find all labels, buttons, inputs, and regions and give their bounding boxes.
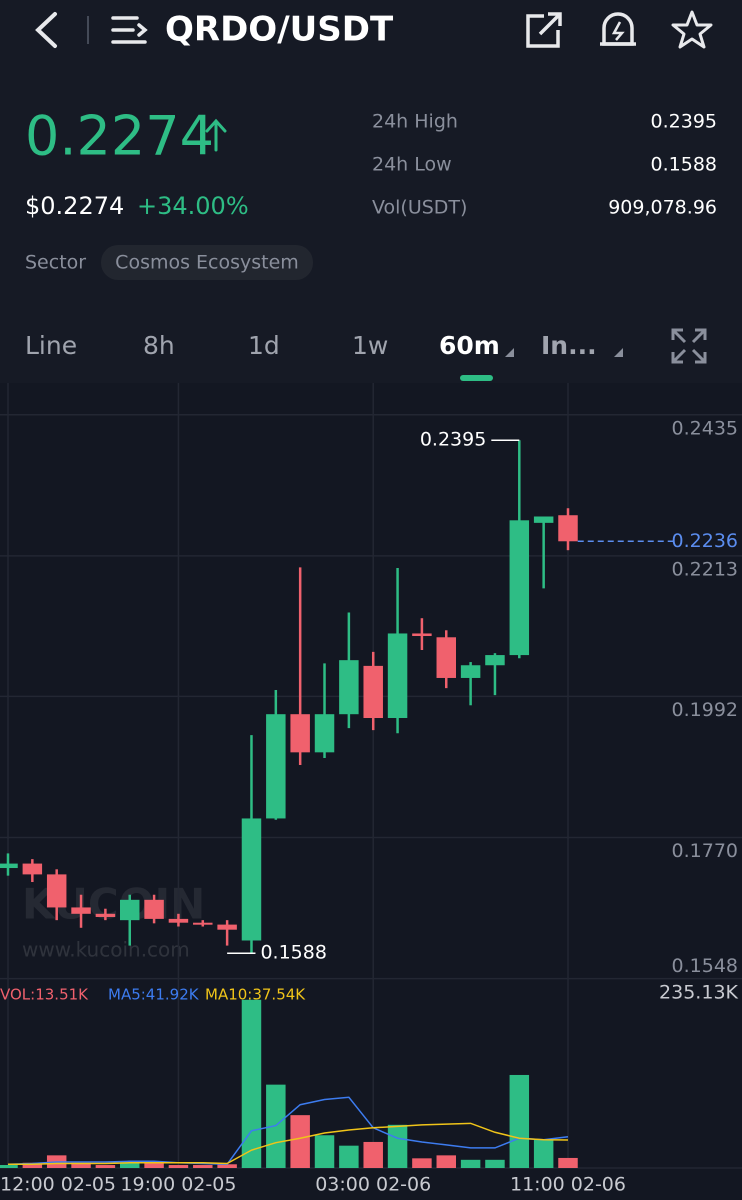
x-tick-label: 19:00 02-05 [120,1174,236,1196]
volume-bar [217,1164,237,1168]
candle-body [290,714,310,753]
favorite-icon[interactable] [671,10,713,49]
tab[interactable]: 1d [248,331,280,360]
candle-body [0,863,18,869]
stat-value: 0.2395 [651,111,717,133]
y-tick-label: 0.1770 [672,840,738,862]
y-tick-label: 0.1548 [672,955,738,977]
up-arrow [205,118,227,152]
stat-label: 24h High [372,111,458,133]
volume-bar [241,999,262,1168]
stat-value: 909,078.96 [608,197,717,219]
y-tick-label: 0.1992 [672,699,738,721]
candle-body [460,665,481,678]
volume-bar [412,1158,432,1168]
candle-body [485,655,505,666]
candle-body [71,907,91,914]
volume-bar [168,1165,189,1168]
menu-icon[interactable] [111,16,148,44]
header-bg [0,0,742,383]
high-label: 0.2395 [420,429,486,451]
ma5-line [7,1096,569,1166]
candle-body [144,899,164,919]
ma10-line [8,1122,569,1166]
volume-bar [558,1157,578,1168]
volume-bar [363,1141,383,1168]
tab[interactable]: In... [541,331,597,360]
volume-bar [95,1165,116,1168]
volume-bar [339,1145,359,1168]
legend-entry: MA10:37.54K [205,986,306,1004]
tab[interactable]: 1w [352,331,388,360]
y-tick-label: 0.2213 [672,558,738,580]
sector-name[interactable]: Cosmos Ecosystem [115,252,299,274]
alert-icon[interactable] [600,12,636,46]
candle-body [46,874,67,908]
volume-bar [436,1155,456,1168]
candle-body [387,633,408,719]
volume-bar [22,1162,43,1168]
pair-title: QRDO/USDT [165,10,394,50]
candle-body [339,660,359,715]
stat-label: 24h Low [372,154,452,176]
volume-bar [509,1074,530,1168]
x-tick-label: 03:00 02-06 [315,1174,431,1196]
fullscreen-icon[interactable] [671,328,707,364]
candle-body [241,818,262,941]
tab[interactable]: Line [25,331,77,360]
watermark-url: www.kucoin.com [22,938,190,962]
candle-body [533,516,554,523]
x-tick-label: 11:00 02-06 [510,1174,626,1196]
volume-bar [71,1162,91,1168]
tab-active[interactable]: 60m [439,331,500,360]
sector-label: Sector [25,252,86,274]
y-tick-label: 0.2435 [672,417,738,439]
volume-bar [485,1159,505,1168]
low-label: 0.1588 [260,942,326,964]
candle-body [95,913,116,917]
candle-body [168,918,189,923]
legend-entry: VOL:13.51K [0,986,89,1004]
volume-bar [314,1135,335,1168]
volume-bar [387,1124,408,1168]
volume-bar [290,1115,310,1168]
candle-body [436,637,456,678]
chart-bg [0,383,742,1200]
candle-body [412,633,432,637]
tab-dropdown [614,348,623,357]
stat-value: 0.1588 [651,154,717,176]
volume-max-label: 235.13K [659,982,738,1004]
candle-body [22,863,43,875]
share-icon[interactable] [526,12,562,48]
last-price: 0.2274 [25,105,214,168]
candle-body [217,924,237,930]
candle-body [558,515,578,542]
tab[interactable]: 8h [143,331,175,360]
candle-body [193,922,213,925]
back-button[interactable] [35,12,57,48]
sector-pill[interactable] [101,245,313,280]
price-change: +34.00% [137,192,249,220]
candle-body [509,520,530,656]
legend-entry: MA5:41.92K [108,986,200,1004]
stat-label: Vol(USDT) [372,197,467,219]
x-tick-label: 12:00 02-05 [0,1174,116,1196]
volume-bar [144,1162,164,1168]
candle-body [120,899,140,921]
candle-body [363,665,383,719]
tab-indicator [460,375,493,381]
candle-body [314,714,335,753]
tab-dropdown [505,348,514,357]
candle-body [266,714,286,819]
volume-bar [0,1165,18,1168]
last-price-label: 0.2236 [672,530,738,552]
volume-bar [533,1139,554,1168]
volume-bar [193,1165,213,1168]
volume-bar [120,1162,140,1168]
volume-bar [460,1159,481,1168]
price-usd: $0.2274 [25,192,124,220]
